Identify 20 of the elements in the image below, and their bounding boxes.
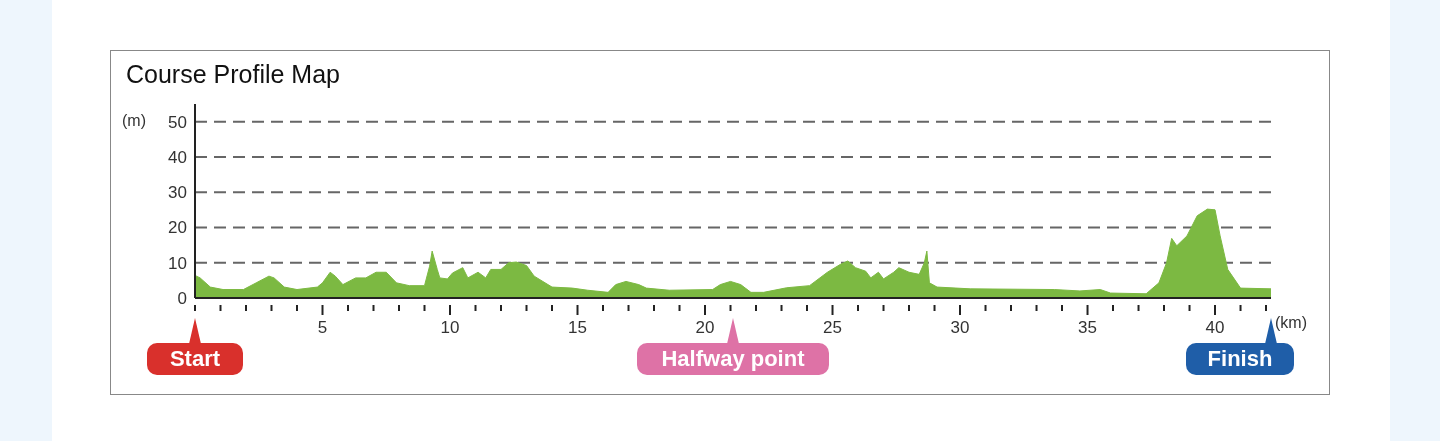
annotation: Finish: [1186, 343, 1294, 375]
y-tick-label: 20: [168, 218, 187, 238]
annotation: Halfway point: [637, 343, 829, 375]
x-axis-title: (km): [1275, 314, 1307, 332]
x-tick-label: 30: [950, 318, 970, 337]
chart-title: Course Profile Map: [126, 60, 340, 89]
y-tick-label: 30: [168, 183, 187, 203]
x-tick-label: 25: [823, 318, 842, 337]
x-tick-label: 15: [568, 318, 587, 337]
x-tick-label: 20: [695, 318, 715, 337]
x-tick-label: 35: [1078, 318, 1097, 337]
x-tick-label: 5: [317, 318, 328, 337]
x-tick-label: 10: [440, 318, 460, 337]
annotation: Start: [147, 343, 243, 375]
y-axis-title: (m): [122, 112, 146, 130]
y-tick-label: 10: [168, 253, 187, 273]
y-tick-label: 0: [177, 289, 187, 309]
y-tick-label: 40: [168, 147, 187, 167]
y-tick-label: 50: [168, 112, 187, 132]
x-tick-label: 40: [1205, 318, 1225, 337]
